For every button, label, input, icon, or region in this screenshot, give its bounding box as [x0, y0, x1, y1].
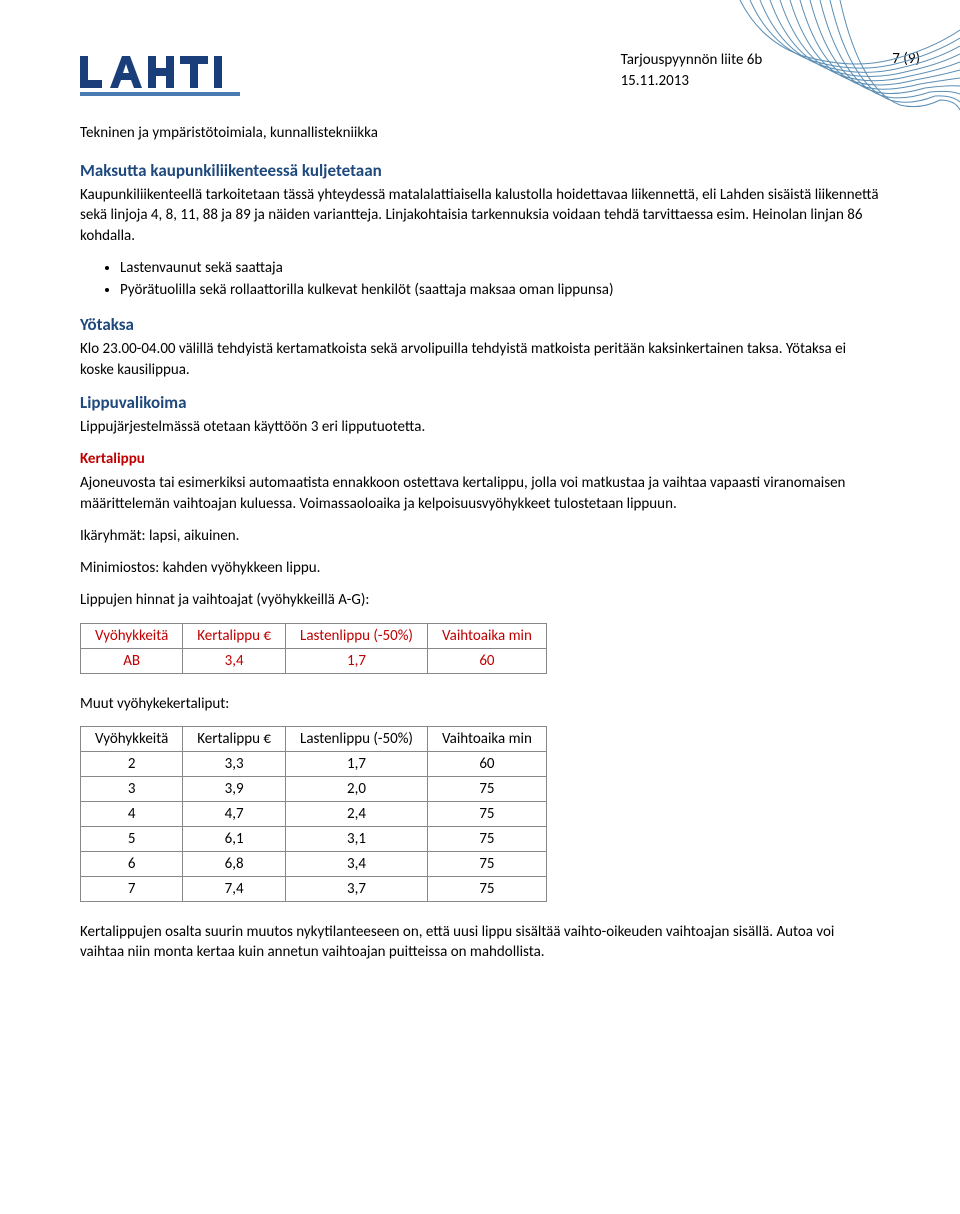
table-cell: 60 — [427, 751, 546, 776]
page-number: 7 (9) — [892, 50, 920, 68]
table-cell: 2 — [81, 751, 183, 776]
table-cell: 7 — [81, 876, 183, 901]
table-cell: 4,7 — [183, 801, 286, 826]
table-header: Kertalippu € — [183, 726, 286, 751]
kertalippu-title: Kertalippu — [80, 450, 145, 468]
department-line: Tekninen ja ympäristötoimiala, kunnallis… — [80, 124, 880, 142]
table-row: 2 3,3 1,7 60 — [81, 751, 547, 776]
table-cell: 75 — [427, 826, 546, 851]
price-table-zones: Vyöhykkeitä Kertalippu € Lastenlippu (-5… — [80, 726, 547, 902]
doc-reference: Tarjouspyynnön liite 6b — [621, 50, 763, 71]
table-cell: 4 — [81, 801, 183, 826]
section-title-yotaksa: Yötaksa — [80, 314, 880, 335]
table-header: Vyöhykkeitä — [81, 623, 183, 648]
table-cell: 1,7 — [286, 751, 428, 776]
table-cell: 75 — [427, 801, 546, 826]
section-body-yotaksa: Klo 23.00-04.00 välillä tehdyistä kertam… — [80, 339, 880, 380]
table-cell: 3,3 — [183, 751, 286, 776]
table-header: Lastenlippu (-50%) — [286, 623, 428, 648]
table-header: Kertalippu € — [183, 623, 286, 648]
table-header: Lastenlippu (-50%) — [286, 726, 428, 751]
bullet-list: Lastenvaunut sekä saattaja Pyörätuolilla… — [120, 258, 880, 301]
table-cell: 2,0 — [286, 776, 428, 801]
kertalippu-body: Ajoneuvosta tai esimerkiksi automaatista… — [80, 473, 880, 514]
kertalippu-p3: Minimiostos: kahden vyöhykkeen lippu. — [80, 558, 880, 578]
kertalippu-p4: Lippujen hinnat ja vaihtoajat (vyöhykkei… — [80, 590, 880, 610]
kertalippu-p2: Ikäryhmät: lapsi, aikuinen. — [80, 526, 880, 546]
table-row: 4 4,7 2,4 75 — [81, 801, 547, 826]
table-header: Vyöhykkeitä — [81, 726, 183, 751]
table-row: 6 6,8 3,4 75 — [81, 851, 547, 876]
list-item: Lastenvaunut sekä saattaja — [120, 258, 880, 278]
section-title-lippuvalikoima: Lippuvalikoima — [80, 392, 880, 413]
table-cell: 5 — [81, 826, 183, 851]
table-cell: AB — [81, 648, 183, 673]
table-cell: 3,1 — [286, 826, 428, 851]
table-cell: 1,7 — [286, 648, 428, 673]
table-cell: 6,1 — [183, 826, 286, 851]
table-cell: 3,4 — [286, 851, 428, 876]
table-cell: 7,4 — [183, 876, 286, 901]
table-cell: 3 — [81, 776, 183, 801]
table-cell: 6,8 — [183, 851, 286, 876]
footer-paragraph: Kertalippujen osalta suurin muutos nykyt… — [80, 922, 880, 963]
table-cell: 6 — [81, 851, 183, 876]
page-header: Tarjouspyynnön liite 6b 15.11.2013 7 (9) — [80, 50, 880, 96]
table-cell: 2,4 — [286, 801, 428, 826]
table-cell: 3,7 — [286, 876, 428, 901]
table-row: 3 3,9 2,0 75 — [81, 776, 547, 801]
table-cell: 75 — [427, 876, 546, 901]
price-table-ab: Vyöhykkeitä Kertalippu € Lastenlippu (-5… — [80, 623, 547, 674]
section-title-maksutta: Maksutta kaupunkiliikenteessä kuljetetaa… — [80, 160, 880, 181]
table-header: Vaihtoaika min — [427, 726, 546, 751]
table-cell: 75 — [427, 776, 546, 801]
table2-intro: Muut vyöhykekertaliput: — [80, 694, 880, 714]
table-cell: 3,4 — [183, 648, 286, 673]
doc-date: 15.11.2013 — [621, 71, 763, 92]
table-cell: 3,9 — [183, 776, 286, 801]
table-row: 5 6,1 3,1 75 — [81, 826, 547, 851]
section-body-maksutta: Kaupunkiliikenteellä tarkoitetaan tässä … — [80, 185, 880, 246]
table-row: 7 7,4 3,7 75 — [81, 876, 547, 901]
section-body-lippuvalikoima: Lippujärjestelmässä otetaan käyttöön 3 e… — [80, 417, 880, 437]
table-header: Vaihtoaika min — [427, 623, 546, 648]
table-cell: 75 — [427, 851, 546, 876]
lahti-logo — [80, 50, 240, 96]
list-item: Pyörätuolilla sekä rollaattorilla kulkev… — [120, 280, 880, 300]
table-cell: 60 — [427, 648, 546, 673]
